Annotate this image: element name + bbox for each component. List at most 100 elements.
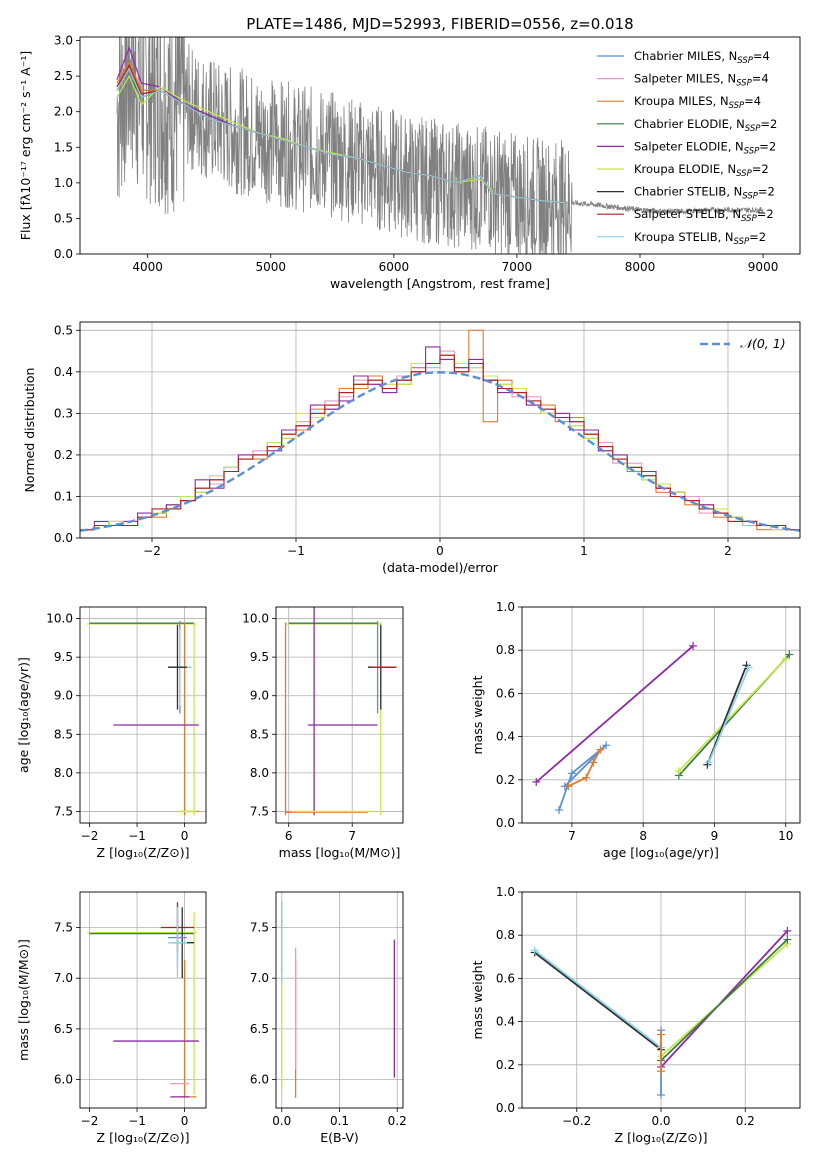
massweight-line [534,951,662,1051]
y-tick-label: 7.5 [250,920,269,934]
panel-1: −2 −1 0 1 2 0.0 0.1 0.2 0.3 0.4 0.5 (data-model)/er… [22,321,801,575]
errorbar [167,624,187,710]
y-tick-label: 0.8 [496,928,515,942]
legend-entry: Salpeter STELIB, NSSP=2 [634,207,774,224]
legend-entry: Chabrier MILES, NSSP=4 [634,49,770,66]
massweight-line [558,744,607,811]
y-tick-label: 0.4 [54,365,73,379]
data-point-marker [783,926,792,935]
y-tick-label: 2.5 [54,69,73,83]
axes-frame [275,891,404,1109]
y-tick-label: 2.0 [54,105,73,119]
x-tick-label: 8 [639,829,647,843]
y-tick-label: 6.5 [54,1022,73,1036]
y-axis-label: mass [log₁₀(M/M⊙)] [16,939,31,1061]
data-point-marker [589,758,598,767]
y-tick-label: 0.8 [496,643,515,657]
y-tick-label: 1.0 [54,176,73,190]
y-tick-label: 0.5 [54,323,73,337]
data-point-marker [744,663,753,672]
legend-entry: Chabrier STELIB, NSSP=2 [634,185,775,202]
massweight-line [707,667,750,763]
x-tick-label: 8000 [625,260,656,274]
y-tick-label: 6.5 [250,1022,269,1036]
y-tick-label: 3.0 [54,34,73,48]
x-tick-label: −1 [287,544,305,558]
data-point-marker [530,946,539,955]
massweight-plot-area [532,641,794,815]
chart-title: PLATE=1486, MJD=52993, FIBERID=0556, z=0… [246,15,633,33]
massweight-line [567,749,602,788]
y-tick-label: 0.2 [496,1058,515,1072]
panel-5: −2 −1 0 6.0 6.5 7.0 7.5 Z [log₁₀(Z/Z⊙)] mass [lo… [16,891,207,1145]
x-tick-label: 9 [711,829,719,843]
massweight-plot-area [530,926,792,1100]
data-point-marker [596,745,605,754]
x-tick-label: 0 [181,829,189,843]
y-tick-label: 9.5 [54,650,73,664]
x-tick-label: 0 [181,1114,189,1128]
x-axis-label: mass [log₁₀(M/M⊙)] [279,845,401,860]
panel-2: −2 −1 0 7.5 8.0 8.5 9.0 9.5 10.0 Z [log₁₀(Z/Z⊙)] a… [16,606,207,860]
x-tick-label: −2 [81,1114,99,1128]
massweight-line [534,949,662,1049]
data-spectrum-line [116,37,764,254]
y-tick-label: 7.5 [54,804,73,818]
errorbar [167,907,187,979]
data-point-marker [567,769,576,778]
data-point-marker [532,777,541,786]
data-point-marker [555,806,564,815]
errorbar-plot-area [87,902,199,1098]
y-tick-label: 0.0 [496,816,515,830]
x-tick-label: 0.2 [736,1114,755,1128]
x-tick-label: 7000 [502,260,533,274]
axes-frame [521,606,801,824]
y-axis-label: age [log₁₀(age/yr)] [16,657,31,773]
x-axis-label: E(B-V) [320,1130,359,1145]
y-tick-label: 8.0 [250,766,269,780]
legend-entry: Chabrier ELODIE, NSSP=2 [634,117,777,134]
y-tick-label: 7.0 [54,971,73,985]
x-tick-label: 7 [348,829,356,843]
y-tick-label: 8.5 [250,727,269,741]
y-tick-label: 10.0 [46,612,73,626]
y-tick-label: 1.0 [496,885,515,899]
data-point-marker [564,782,573,791]
y-tick-label: 0.3 [54,406,73,420]
data-point-marker [785,650,794,659]
panel-6: 0.0 0.1 0.2 6.0 6.5 7.0 7.5 E(B-V) [250,891,407,1145]
y-tick-label: 8.0 [54,766,73,780]
y-tick-label: 7.5 [54,920,73,934]
y-tick-label: 1.0 [496,600,515,614]
spectrum-plot-area [116,37,764,254]
data-point-marker [704,758,713,767]
x-axis-label: age [log₁₀(age/yr)] [603,845,719,860]
axes-frame [79,36,801,255]
y-axis-label: Flux [fλ10⁻¹⁷ erg cm⁻² s⁻¹ A⁻¹] [18,51,33,240]
x-tick-label: 9000 [748,260,779,274]
x-tick-label: 0.1 [330,1114,349,1128]
legend-entry: Salpeter MILES, NSSP=4 [634,72,769,89]
y-tick-label: 0.2 [496,773,515,787]
data-point-marker [657,1030,665,1039]
massweight-line [706,664,748,766]
y-tick-label: 0.6 [496,971,515,985]
axes-frame [79,891,207,1109]
x-tick-label: 0.2 [388,1114,407,1128]
x-tick-label: −0.2 [562,1114,591,1128]
legend: 𝒩(0, 1) [700,336,786,351]
y-tick-label: 10.0 [242,612,269,626]
y-tick-label: 8.5 [54,727,73,741]
x-tick-label: 5000 [255,260,286,274]
x-tick-label: 0 [436,544,444,558]
legend-entry: Kroupa MILES, NSSP=4 [634,94,761,111]
x-tick-label: 6000 [379,260,410,274]
y-axis-label: Normed distribution [22,368,37,493]
data-point-marker [674,767,683,776]
panel-0: 4000 5000 6000 7000 8000 9000 0.0 0.5 1.0 1.5 2.0 2… [18,34,801,291]
y-tick-label: 0.5 [54,211,73,225]
x-axis-label: Z [log₁₀(Z/Z⊙)] [97,1130,190,1145]
axes-frame [79,321,801,539]
y-tick-label: 9.5 [250,650,269,664]
